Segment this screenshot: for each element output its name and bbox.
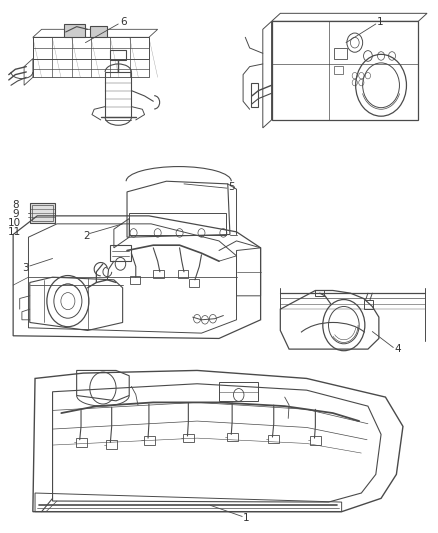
Bar xyxy=(268,435,279,443)
Bar xyxy=(129,213,226,235)
Bar xyxy=(219,382,258,401)
Text: 9: 9 xyxy=(12,209,19,219)
Text: 10: 10 xyxy=(8,219,21,228)
Text: 3: 3 xyxy=(22,263,28,272)
Bar xyxy=(227,433,238,441)
Text: 6: 6 xyxy=(120,18,127,27)
Text: 8: 8 xyxy=(12,200,19,210)
Text: 1: 1 xyxy=(377,18,383,27)
Bar xyxy=(183,434,194,442)
Text: 5: 5 xyxy=(228,182,234,191)
Bar xyxy=(110,50,126,60)
Bar xyxy=(144,436,155,445)
Text: 2: 2 xyxy=(83,231,90,240)
Bar xyxy=(334,48,347,59)
Text: 4: 4 xyxy=(394,344,401,354)
Bar xyxy=(76,438,87,447)
Text: 1: 1 xyxy=(243,513,250,523)
Bar xyxy=(310,436,321,445)
Bar xyxy=(90,26,107,37)
Text: 11: 11 xyxy=(8,228,21,237)
Bar xyxy=(32,205,53,221)
Bar xyxy=(364,300,373,309)
Bar xyxy=(30,203,55,223)
Bar xyxy=(334,66,343,74)
Bar xyxy=(106,440,117,449)
Bar xyxy=(110,245,131,261)
Bar xyxy=(64,24,85,37)
